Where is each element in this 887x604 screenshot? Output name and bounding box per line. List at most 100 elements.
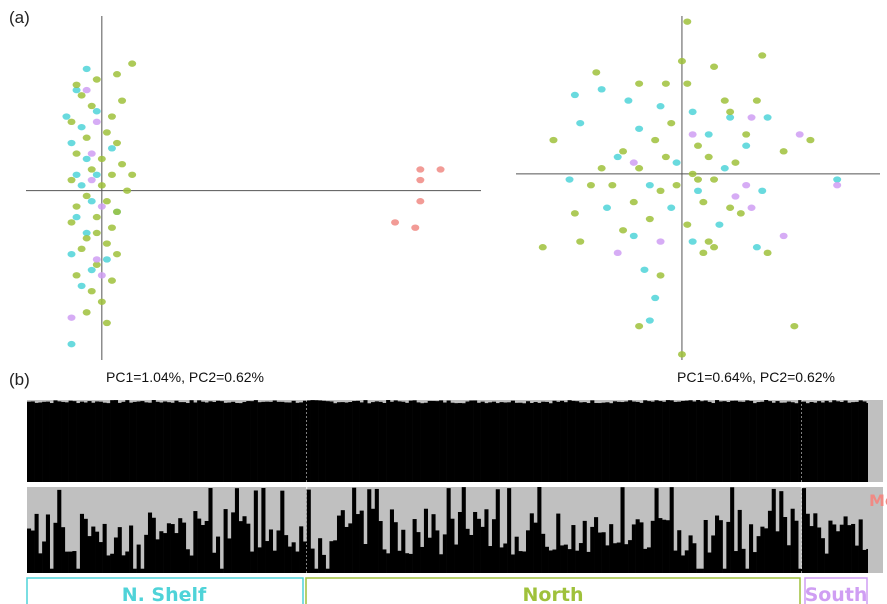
ancestry-bar <box>397 401 402 482</box>
pca-point-north <box>67 176 76 184</box>
ancestry-bar <box>246 523 251 573</box>
ancestry-bar <box>525 401 531 482</box>
ancestry-bar <box>136 401 141 482</box>
ancestry-bar <box>416 402 421 482</box>
ancestry-bar <box>537 487 542 573</box>
ancestry-bar <box>268 401 274 482</box>
ancestry-bar <box>382 402 387 482</box>
ancestry-bar <box>121 555 126 573</box>
ancestry-bar <box>616 542 621 573</box>
ancestry-bar <box>646 401 652 482</box>
pca-point-nshelf <box>758 187 767 195</box>
ancestry-bar <box>102 402 107 482</box>
ancestry-bar <box>624 544 629 573</box>
ancestry-bar <box>457 403 463 482</box>
ancestry-bar <box>658 518 663 573</box>
ancestry-bar <box>635 401 640 482</box>
pca-point-north <box>710 176 719 183</box>
ancestry-bar <box>132 401 137 482</box>
panel-a-label: (a) <box>9 8 30 27</box>
pca-point-north <box>538 244 547 251</box>
ancestry-bar <box>257 547 262 573</box>
pca-point-nshelf <box>763 114 772 121</box>
ancestry-bar <box>563 402 568 482</box>
ancestry-bar <box>355 400 360 482</box>
ancestry-bar <box>435 530 440 573</box>
ancestry-bar <box>102 523 107 573</box>
ancestry-bar <box>628 400 633 482</box>
ancestry-bar <box>688 400 693 482</box>
pca-point-south <box>97 272 106 279</box>
ancestry-bar <box>27 528 32 573</box>
ancestry-bar <box>272 400 277 482</box>
ancestry-bar <box>541 401 546 482</box>
ancestry-bar <box>749 400 754 482</box>
pca-point-north <box>570 210 579 217</box>
pca-point-north <box>67 219 76 226</box>
ancestry-bar <box>76 403 81 482</box>
pca-point-south <box>747 204 756 211</box>
pca-point-nshelf <box>742 142 751 149</box>
ancestry-bar <box>295 402 300 482</box>
ancestry-bar <box>699 568 704 573</box>
ancestry-bar <box>231 401 236 482</box>
ancestry-bar <box>824 400 829 482</box>
pca-point-north <box>113 250 121 258</box>
pca-point-north <box>97 298 106 305</box>
ancestry-bar <box>76 568 81 573</box>
ancestry-bar <box>280 490 285 573</box>
region-label-nshelf: N. Shelf <box>122 584 207 604</box>
ancestry-bar <box>91 402 96 482</box>
ancestry-bar <box>507 402 512 482</box>
pca-point-north <box>619 227 628 234</box>
pca-point-north <box>731 159 740 166</box>
pca-point-nshelf <box>603 204 611 211</box>
ancestry-bar <box>639 402 644 482</box>
ancestry-bar <box>359 510 364 573</box>
pca-point-nshelf <box>667 204 676 211</box>
ancestry-bar <box>416 532 421 573</box>
ancestry-bar <box>72 401 77 482</box>
ancestry-bar <box>163 401 168 482</box>
pca-point-north <box>806 136 815 144</box>
ancestry-bar <box>68 551 73 573</box>
ancestry-bar <box>643 548 648 573</box>
ancestry-bar <box>571 525 576 573</box>
ancestry-bar <box>461 403 466 482</box>
pca-point-north <box>710 63 719 70</box>
ancestry-bar <box>491 519 497 573</box>
pca-point-south <box>688 131 697 138</box>
ancestry-bar <box>231 512 236 573</box>
ancestry-bar <box>216 400 221 482</box>
ancestry-bar <box>752 403 757 482</box>
ancestry-bar <box>548 403 553 482</box>
pca-point-north <box>661 153 670 161</box>
ancestry-bar <box>835 401 841 482</box>
pca-right-variance-label: PC1=0.64%, PC2=0.62% <box>677 369 835 385</box>
ancestry-bar <box>783 402 788 482</box>
ancestry-bar <box>582 520 587 573</box>
ancestry-bar <box>42 541 47 573</box>
pca-point-north <box>694 176 702 183</box>
ancestry-bar <box>756 536 761 573</box>
ancestry-bar <box>257 402 262 482</box>
ancestry-bar <box>250 401 255 482</box>
pca-point-north <box>667 119 676 127</box>
pca-point-nshelf <box>67 139 76 147</box>
ancestry-bar <box>820 538 825 573</box>
ancestry-bar <box>321 554 326 573</box>
ancestry-bar <box>775 531 780 573</box>
pca-point-north <box>763 249 772 257</box>
pca-point-north <box>107 171 116 178</box>
ancestry-bar <box>858 400 863 482</box>
ancestry-bar <box>204 520 209 573</box>
ancestry-bar <box>197 400 202 482</box>
ancestry-bar <box>386 553 391 573</box>
ancestry-bar <box>544 546 549 573</box>
ancestry-bar <box>839 401 844 482</box>
ancestry-bar <box>597 532 602 573</box>
ancestry-bar <box>805 403 810 482</box>
ancestry-bar <box>439 400 444 482</box>
me-bar-column <box>868 400 883 482</box>
ancestry-bar <box>594 403 599 482</box>
